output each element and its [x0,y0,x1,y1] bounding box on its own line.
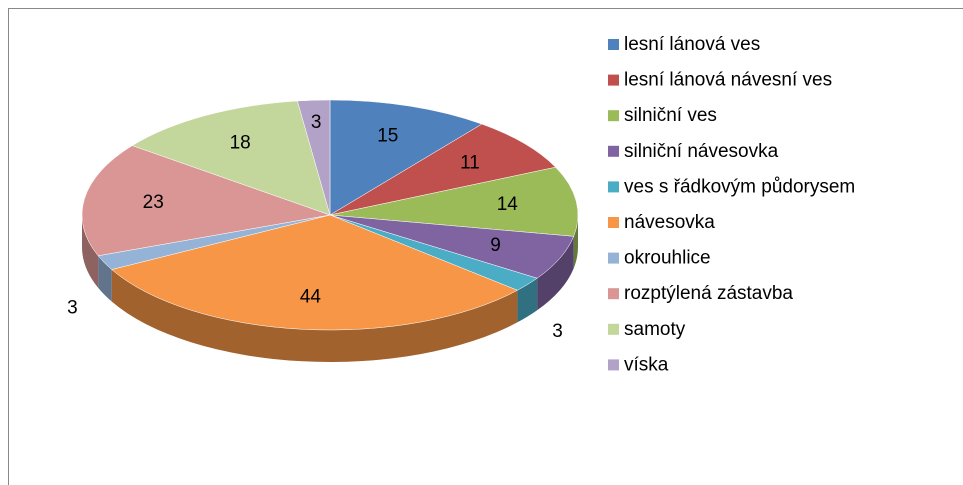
legend-label: ves s řádkovým půdorysem [624,176,855,197]
slice-side [537,236,574,311]
legend-swatch [608,359,619,371]
legend-label: silniční návesovka [624,141,779,162]
legend-swatch [608,39,619,50]
data-label: 44 [300,286,322,307]
legend-label: rozptýlená zástavba [624,283,793,304]
legend-label: silniční ves [624,105,717,126]
legend-label: víska [624,354,669,375]
legend-label: návesovka [624,212,715,233]
legend-swatch [608,288,619,300]
legend-label: lesní lánová ves [624,34,760,55]
slice-side [111,269,518,362]
slice [131,100,331,216]
legend-swatch [608,217,619,228]
legend-swatch [608,145,619,157]
legend-swatch [608,74,619,86]
legend-swatch [608,323,619,335]
data-label: 14 [497,194,519,215]
legend-label: lesní lánová návesní ves [624,70,832,91]
data-label: 3 [311,112,322,133]
slice [81,145,331,257]
data-label: 3 [67,298,78,319]
slice-side [517,278,538,323]
slice [329,123,557,216]
slice-side [98,255,112,302]
data-label: 23 [143,192,164,213]
data-label: 9 [490,235,501,256]
data-label: 3 [552,321,563,342]
slice [329,99,483,216]
slice [329,166,579,237]
legend-label: samoty [624,319,686,340]
data-label: 18 [230,132,251,153]
data-label: 15 [377,126,398,147]
slice-side [82,215,99,288]
legend-swatch [608,252,619,264]
data-label: 11 [460,153,480,174]
slice [111,214,519,331]
legend-swatch [608,110,619,122]
legend-swatch [608,181,619,193]
slice [297,99,331,216]
legend-label: okrouhlice [624,248,711,269]
slice-side [573,215,578,269]
